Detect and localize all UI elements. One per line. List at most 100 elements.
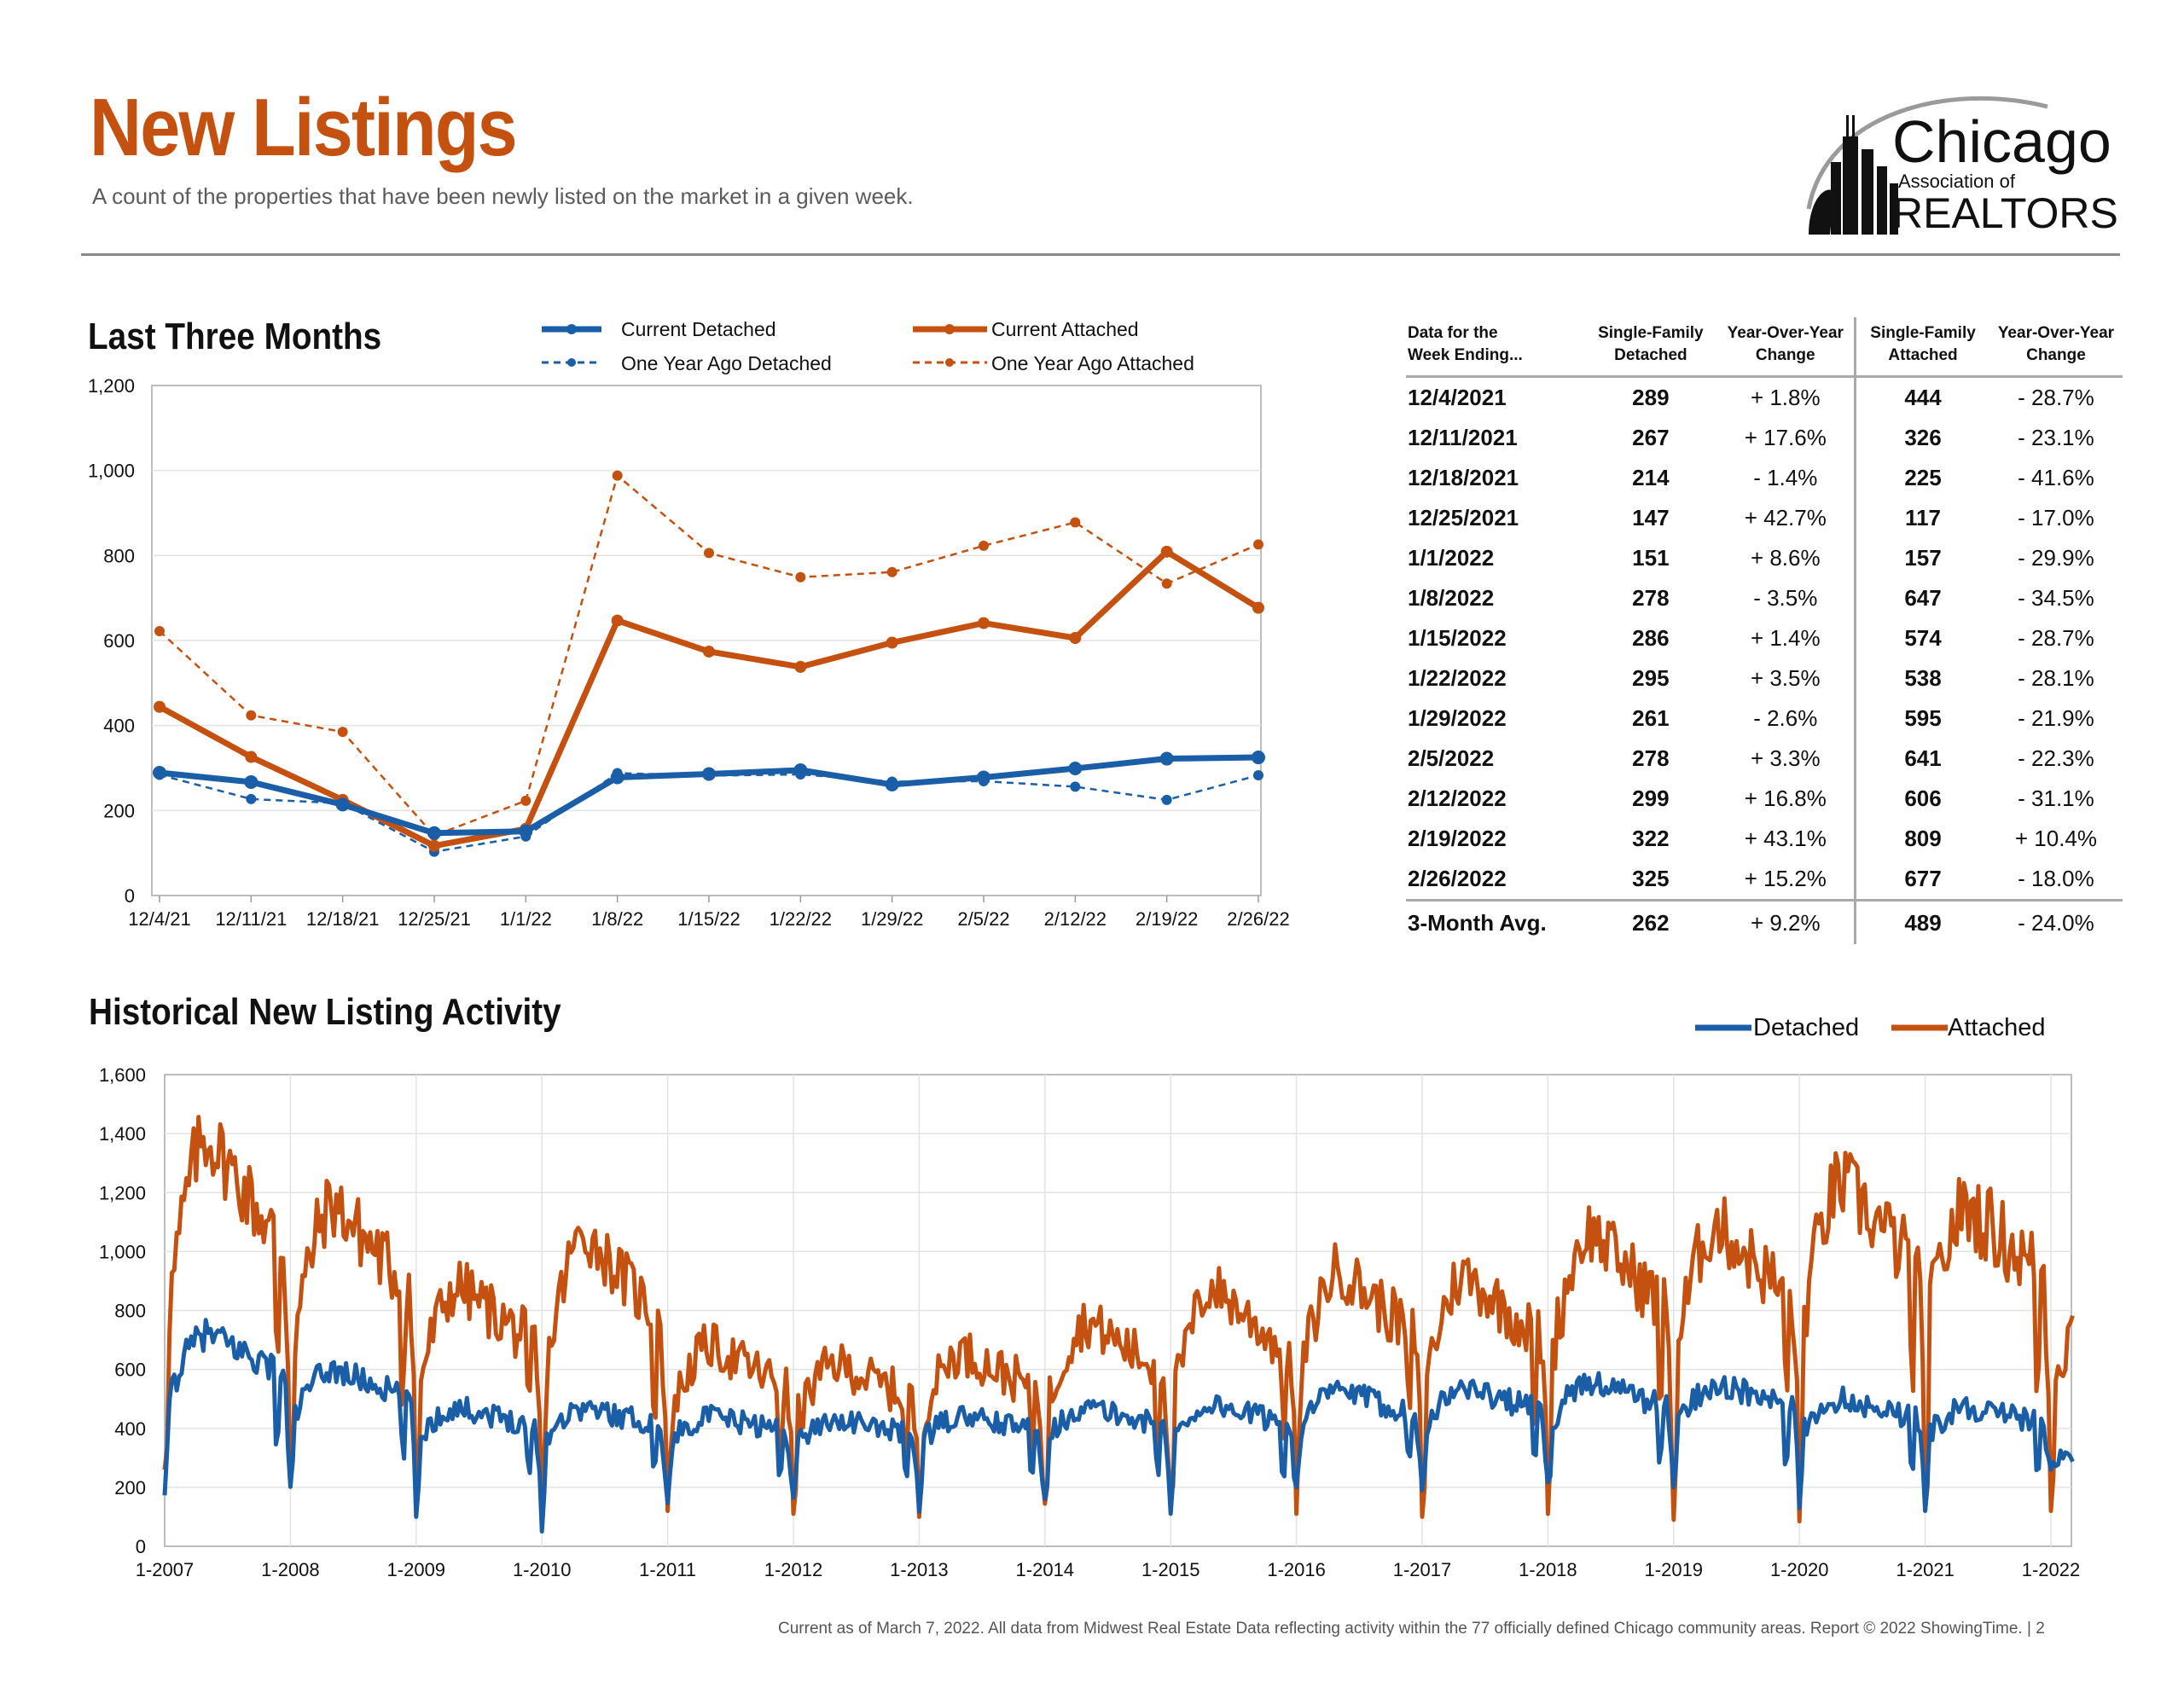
chart1-point-current-detached: [1068, 761, 1083, 775]
chart1-point-one-year-ago-attached: [337, 727, 348, 738]
table-cell-attached: 647: [1854, 578, 1989, 618]
table-row: 1/22/2022 295 + 3.5% 538 - 28.1%: [1406, 658, 2123, 699]
chart2-series-line-attached: [162, 1115, 2075, 1528]
chart1-x-tick-label: 12/11/21: [215, 908, 287, 930]
table-row: 1/1/2022 151 + 8.6% 157 - 29.9%: [1406, 538, 2123, 578]
table-cell-attached-yoy: + 10.4%: [2014, 826, 2098, 851]
table-cell-week: 1/29/2022: [1408, 705, 1507, 731]
table-cell-detached: 278: [1632, 585, 1670, 611]
table-cell-attached: 489: [1854, 899, 1989, 944]
chart1-point-one-year-ago-attached: [886, 566, 897, 577]
chart1-point-current-attached: [978, 617, 990, 629]
chart1-point-current-attached: [1160, 545, 1173, 558]
page-subtitle: A count of the properties that have been…: [92, 183, 914, 209]
table-cell-detached-yoy: + 17.6%: [1744, 425, 1827, 450]
table-cell-detached: 286: [1632, 625, 1670, 651]
table-cell-detached-yoy: + 3.3%: [1750, 745, 1821, 771]
logo-realtors-text: REALTORS: [1892, 189, 2118, 237]
chart1-point-one-year-ago-attached: [1161, 578, 1172, 589]
chart2-x-tick-label: 1-2016: [1267, 1559, 1326, 1580]
chart1-point-current-attached: [1069, 632, 1082, 645]
table-cell-attached-yoy: - 21.9%: [2018, 705, 2094, 731]
chart1-point-current-detached: [519, 824, 533, 838]
chart1-point-one-year-ago-attached: [154, 626, 165, 637]
chart2-y-tick-label: 200: [114, 1477, 146, 1499]
chart2-x-tick-label: 1-2012: [764, 1559, 823, 1580]
page-title: New Listings: [90, 82, 518, 173]
table-cell-attached-yoy: - 31.1%: [2018, 786, 2094, 811]
chart1-y-tick-label: 0: [125, 885, 135, 907]
chart2-y-tick-label: 1,200: [99, 1182, 146, 1203]
table-cell-detached: 322: [1632, 826, 1670, 851]
table-cell-attached: 606: [1854, 779, 1989, 819]
chart1-point-current-detached: [427, 826, 441, 840]
chart1-x-tick-label: 1/15/22: [677, 908, 740, 930]
table-row: 2/19/2022 322 + 43.1% 809 + 10.4%: [1406, 819, 2123, 859]
chart1-point-current-detached: [335, 797, 350, 812]
chart1-point-one-year-ago-attached: [795, 571, 806, 583]
chart2-y-tick-label: 1,000: [99, 1241, 146, 1262]
chart1-y-tick-label: 600: [103, 630, 135, 652]
table-cell-detached: 278: [1632, 745, 1670, 771]
chart1-point-one-year-ago-attached: [520, 795, 531, 806]
chart1-point-one-year-ago-detached: [1161, 794, 1172, 805]
table-cell-attached: 641: [1854, 739, 1989, 779]
chart1-point-one-year-ago-attached: [704, 548, 714, 559]
table-header-attached: Single-Family Attached: [1854, 317, 1989, 378]
chart2-x-tick-label: 1-2011: [639, 1559, 696, 1580]
chart2-y-tick-label: 0: [136, 1536, 146, 1557]
chart1-point-current-attached: [703, 645, 715, 658]
chart1-point-one-year-ago-detached: [1070, 781, 1081, 792]
table-row: 1/8/2022 278 - 3.5% 647 - 34.5%: [1406, 578, 2123, 618]
chart1-y-tick-label: 400: [103, 716, 135, 737]
table-header-week: Data for the Week Ending...: [1406, 317, 1585, 378]
logo-chicago-text: Chicago: [1892, 108, 2111, 175]
chart2-x-tick-label: 1-2009: [387, 1559, 446, 1580]
table-cell-detached: 295: [1632, 665, 1670, 691]
header-divider: [81, 253, 2120, 256]
table-cell-attached-yoy: - 29.9%: [2018, 545, 2094, 571]
table-row: 2/5/2022 278 + 3.3% 641 - 22.3%: [1406, 739, 2123, 779]
table-cell-detached-yoy: + 1.4%: [1750, 625, 1821, 651]
table-row: 1/15/2022 286 + 1.4% 574 - 28.7%: [1406, 618, 2123, 658]
legend-label-current-attached: Current Attached: [991, 318, 1139, 340]
section-title-historical: Historical New Listing Activity: [89, 991, 561, 1033]
chart1-point-one-year-ago-attached: [1253, 539, 1263, 550]
weekly-data-table: Data for the Week Ending... Single-Famil…: [1406, 317, 2123, 944]
chart2-x-tick-label: 1-2015: [1141, 1559, 1200, 1580]
chart2-x-tick-label: 1-2017: [1393, 1559, 1452, 1580]
table-cell-attached: 809: [1854, 819, 1989, 859]
chart1-x-tick-label: 2/19/22: [1136, 908, 1198, 930]
table-cell-attached: 574: [1854, 618, 1989, 658]
table-cell-detached: 261: [1632, 705, 1670, 731]
table-cell-detached-yoy: + 43.1%: [1744, 826, 1827, 851]
chart1-y-tick-label: 1,000: [88, 461, 135, 482]
legend-swatch-detached: [1695, 1024, 1751, 1031]
chart2-x-tick-label: 1-2022: [2022, 1559, 2081, 1580]
logo-association-text: Association of: [1898, 171, 2016, 192]
table-cell-detached: 151: [1632, 545, 1670, 571]
legend-swatch-attached: [1891, 1024, 1948, 1031]
chicago-realtors-logo: Chicago Association of REALTORS: [1806, 96, 2118, 237]
table-cell-detached-yoy: + 1.8%: [1750, 385, 1821, 410]
chart2-x-tick-label: 1-2013: [890, 1559, 949, 1580]
chart1-x-tick-label: 12/4/21: [128, 908, 190, 930]
chart1-point-current-detached: [610, 770, 624, 785]
table-cell-week: 12/11/2021: [1408, 425, 1518, 450]
table-cell-attached-yoy: - 17.0%: [2018, 505, 2094, 530]
table-row: 12/11/2021 267 + 17.6% 326 - 23.1%: [1406, 418, 2123, 458]
chart1-point-current-detached: [977, 770, 990, 785]
chart1-x-tick-label: 12/18/21: [306, 908, 380, 930]
table-cell-week: 1/15/2022: [1408, 625, 1507, 651]
chart1-point-one-year-ago-attached: [246, 710, 257, 721]
chart1-x-tick-label: 12/25/21: [398, 908, 471, 930]
chart1-legend-swatches-right: [913, 324, 987, 367]
table-cell-detached: 262: [1584, 899, 1717, 944]
table-cell-detached-yoy: + 9.2%: [1716, 899, 1856, 944]
table-cell-attached-yoy: - 18.0%: [2018, 866, 2094, 891]
chart1-point-one-year-ago-attached: [612, 470, 623, 481]
table-cell-attached: 225: [1854, 458, 1989, 498]
table-cell-week: 2/26/2022: [1408, 866, 1507, 891]
table-cell-detached: 289: [1632, 385, 1670, 410]
chart2-x-tick-label: 1-2010: [513, 1559, 572, 1580]
